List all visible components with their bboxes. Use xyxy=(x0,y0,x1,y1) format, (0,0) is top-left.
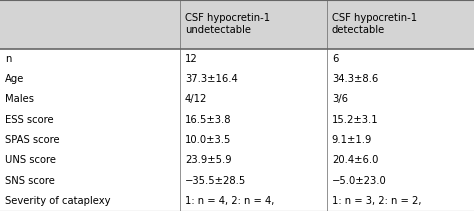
Text: 16.5±3.8: 16.5±3.8 xyxy=(185,115,231,125)
Text: 1: n = 3, 2: n = 2,: 1: n = 3, 2: n = 2, xyxy=(332,196,421,206)
Text: CSF hypocretin-1
detectable: CSF hypocretin-1 detectable xyxy=(332,13,417,35)
Text: CSF hypocretin-1
undetectable: CSF hypocretin-1 undetectable xyxy=(185,13,270,35)
Text: n: n xyxy=(5,54,11,64)
Text: ESS score: ESS score xyxy=(5,115,54,125)
Bar xyxy=(0,69,474,89)
Text: Severity of cataplexy: Severity of cataplexy xyxy=(5,196,110,206)
Bar xyxy=(0,110,474,130)
Bar xyxy=(0,130,474,150)
Text: −5.0±23.0: −5.0±23.0 xyxy=(332,176,387,185)
Text: Males: Males xyxy=(5,94,34,104)
Bar xyxy=(0,150,474,170)
Bar xyxy=(0,89,474,110)
Bar xyxy=(0,0,474,49)
Text: 20.4±6.0: 20.4±6.0 xyxy=(332,155,378,165)
Text: UNS score: UNS score xyxy=(5,155,56,165)
Bar xyxy=(0,49,474,69)
Text: 12: 12 xyxy=(185,54,198,64)
Text: 23.9±5.9: 23.9±5.9 xyxy=(185,155,231,165)
Text: 37.3±16.4: 37.3±16.4 xyxy=(185,74,237,84)
Text: 34.3±8.6: 34.3±8.6 xyxy=(332,74,378,84)
Text: 4/12: 4/12 xyxy=(185,94,207,104)
Text: Age: Age xyxy=(5,74,24,84)
Text: 10.0±3.5: 10.0±3.5 xyxy=(185,135,231,145)
Bar xyxy=(0,170,474,191)
Text: 6: 6 xyxy=(332,54,338,64)
Text: 1: n = 4, 2: n = 4,: 1: n = 4, 2: n = 4, xyxy=(185,196,274,206)
Text: −35.5±28.5: −35.5±28.5 xyxy=(185,176,246,185)
Text: 15.2±3.1: 15.2±3.1 xyxy=(332,115,378,125)
Text: SPAS score: SPAS score xyxy=(5,135,59,145)
Bar xyxy=(0,191,474,211)
Text: 9.1±1.9: 9.1±1.9 xyxy=(332,135,372,145)
Text: SNS score: SNS score xyxy=(5,176,55,185)
Text: 3/6: 3/6 xyxy=(332,94,348,104)
